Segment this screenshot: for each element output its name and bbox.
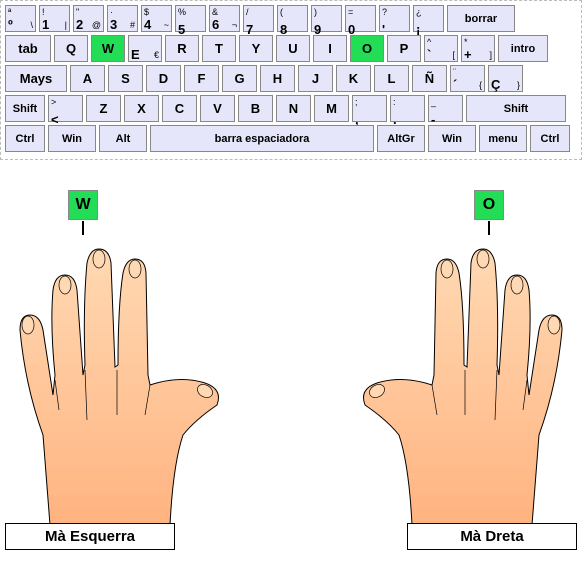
key-´[interactable]: ¨´{ (450, 65, 485, 92)
key-D[interactable]: D (146, 65, 181, 92)
key-I[interactable]: I (313, 35, 347, 62)
key-7[interactable]: /7 (243, 5, 274, 32)
key-A[interactable]: A (70, 65, 105, 92)
key-Alt[interactable]: Alt (99, 125, 147, 152)
key-V[interactable]: V (200, 95, 235, 122)
key-5[interactable]: %5 (175, 5, 206, 32)
key-8[interactable]: (8 (277, 5, 308, 32)
key-N[interactable]: N (276, 95, 311, 122)
left-hand (0, 235, 235, 525)
key-'[interactable]: ?' (379, 5, 410, 32)
key-0[interactable]: =0 (345, 5, 376, 32)
hands-area: W O Mà Esquerra Mà Dreta (0, 190, 582, 550)
key-T[interactable]: T (202, 35, 236, 62)
key-6[interactable]: &6¬ (209, 5, 240, 32)
key--[interactable]: _- (428, 95, 463, 122)
key-P[interactable]: P (387, 35, 421, 62)
keyboard: ªº\!1|"2@·3#$4~%5&6¬/7(8)9=0?'¿¡borrar ta… (0, 0, 582, 160)
key-Shift[interactable]: Shift (5, 95, 45, 122)
key-intro[interactable]: intro (498, 35, 548, 62)
key-X[interactable]: X (124, 95, 159, 122)
key-H[interactable]: H (260, 65, 295, 92)
key-`[interactable]: ^`[ (424, 35, 458, 62)
key-Win[interactable]: Win (48, 125, 96, 152)
key-Ñ[interactable]: Ñ (412, 65, 447, 92)
key-2[interactable]: "2@ (73, 5, 104, 32)
key-R[interactable]: R (165, 35, 199, 62)
key-L[interactable]: L (374, 65, 409, 92)
key-Win[interactable]: Win (428, 125, 476, 152)
key-º[interactable]: ªº\ (5, 5, 36, 32)
key-1[interactable]: !1| (39, 5, 70, 32)
key-Ctrl[interactable]: Ctrl (5, 125, 45, 152)
key-borrar[interactable]: borrar (447, 5, 515, 32)
key-.[interactable]: :. (390, 95, 425, 122)
key-Ç[interactable]: Ç} (488, 65, 523, 92)
key-S[interactable]: S (108, 65, 143, 92)
left-stick (82, 221, 84, 235)
key-4[interactable]: $4~ (141, 5, 172, 32)
right-stick (488, 221, 490, 235)
key-E[interactable]: E€ (128, 35, 162, 62)
key-O[interactable]: O (350, 35, 384, 62)
key-C[interactable]: C (162, 95, 197, 122)
right-finger-tag: O (474, 190, 504, 220)
right-hand (347, 235, 582, 525)
key-barra espaciadora[interactable]: barra espaciadora (150, 125, 374, 152)
key-Q[interactable]: Q (54, 35, 88, 62)
right-hand-label: Mà Dreta (407, 523, 577, 550)
key-Y[interactable]: Y (239, 35, 273, 62)
key-B[interactable]: B (238, 95, 273, 122)
key-M[interactable]: M (314, 95, 349, 122)
key-<[interactable]: >< (48, 95, 83, 122)
key-,[interactable]: ;, (352, 95, 387, 122)
key-Ctrl[interactable]: Ctrl (530, 125, 570, 152)
key-¡[interactable]: ¿¡ (413, 5, 444, 32)
left-hand-label: Mà Esquerra (5, 523, 175, 550)
key-Mays[interactable]: Mays (5, 65, 67, 92)
key-W[interactable]: W (91, 35, 125, 62)
key-3[interactable]: ·3# (107, 5, 138, 32)
key-9[interactable]: )9 (311, 5, 342, 32)
key-menu[interactable]: menu (479, 125, 527, 152)
key-Shift[interactable]: Shift (466, 95, 566, 122)
key-J[interactable]: J (298, 65, 333, 92)
key-K[interactable]: K (336, 65, 371, 92)
key-AltGr[interactable]: AltGr (377, 125, 425, 152)
key-G[interactable]: G (222, 65, 257, 92)
key-tab[interactable]: tab (5, 35, 51, 62)
key-Z[interactable]: Z (86, 95, 121, 122)
key-F[interactable]: F (184, 65, 219, 92)
key-U[interactable]: U (276, 35, 310, 62)
key-+[interactable]: *+] (461, 35, 495, 62)
left-finger-tag: W (68, 190, 98, 220)
